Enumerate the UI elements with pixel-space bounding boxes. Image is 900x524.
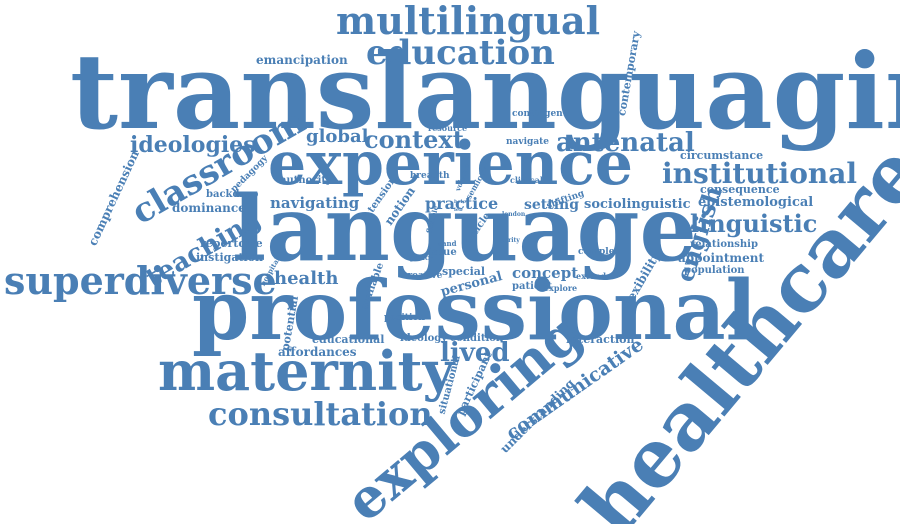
word-navigate: navigate [506,137,550,147]
word-parity: parity [500,237,520,244]
word-ideology: ideology [400,333,448,344]
word-population: population [684,265,745,276]
word-belo: belo [454,199,466,205]
word-resource: resource [428,123,468,133]
word-language: language [232,176,697,282]
word-breadth: breadth [410,171,450,181]
word-concept: concept [512,264,579,282]
word-navigating: navigating [270,194,360,212]
word-educational: educational [312,333,385,346]
word-issue: issue [428,247,457,258]
word-health: health [274,268,339,289]
word-sand: sand [438,239,457,248]
word-sociolinguistic: sociolinguistic [584,197,691,212]
word-authority: authority [280,175,332,186]
word-leb: leb [454,207,463,213]
word-special: special [442,265,486,278]
word-interaction: interaction [566,333,635,346]
word-dominance: dominance [172,201,246,215]
word-education: education [366,33,555,73]
word-linguistic: linguistic [690,209,818,238]
word-consequence: consequence [700,183,780,196]
word-setting: setting [524,197,580,213]
word-explore: explore [544,283,578,293]
word-contingent: contingent [512,109,567,119]
word-backdrop: backdrop [206,189,259,200]
word-complex: complex [578,247,620,257]
word-affordances: affordances [278,345,357,359]
word-global: global [306,126,369,147]
word-clinical: clinical [510,175,543,185]
word-extend: extend [576,271,607,281]
word-condition: condition [450,333,504,344]
word-london: london [502,211,526,218]
word-experience: experience [268,129,633,199]
word-institutional: institutional [662,157,858,190]
word-epistemological: epistemological [698,195,814,210]
word-instigation: instigation [196,251,264,264]
word-repertoire: repertoire [200,237,263,250]
word-consultation: consultation [208,395,433,433]
word-policy: policy [410,253,434,262]
word-creative: creative [402,271,443,281]
word-superdiverse: superdiverse [4,258,277,303]
word-ideologies: ideologies [130,132,256,158]
word-practice: practice [425,194,499,213]
word-position: position [384,313,425,323]
word-maternity: maternity [158,339,454,403]
word-professional: professional [192,263,757,359]
word-emancipation: emancipation [256,53,348,67]
word-context: context [364,125,464,154]
word-translanguaging: translanguaging [70,30,900,153]
word-circumstance: circumstance [680,149,764,162]
word-multilingual: multilingual [336,0,601,43]
word-relationship: relationship [690,239,758,250]
word-appointment: appointment [678,251,764,265]
word-antenatal: antenatal [556,128,695,158]
word-lived: lived [440,338,510,368]
word-patient: patient [512,281,553,292]
